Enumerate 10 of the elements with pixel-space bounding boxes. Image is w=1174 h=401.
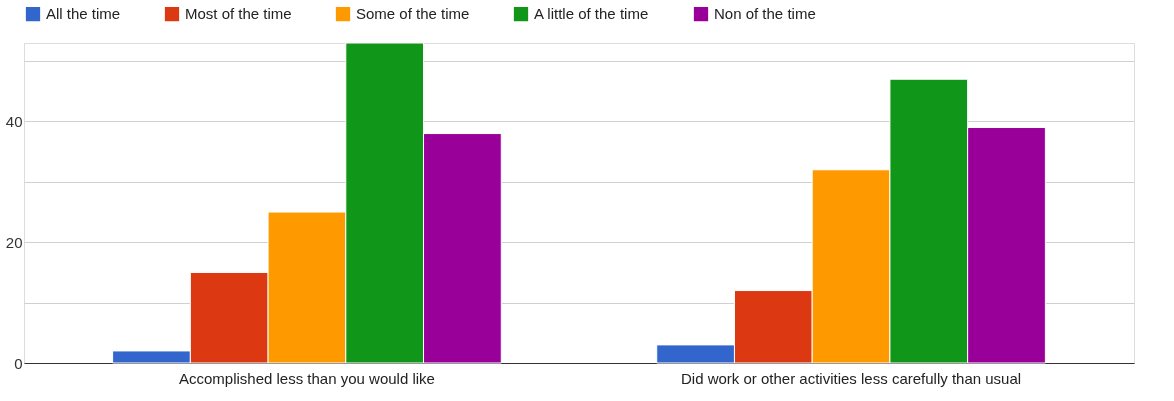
legend-label: A little of the time [534,5,649,23]
y-tick-label: 40 [5,112,23,130]
y-tick-label: 0 [14,354,23,372]
legend-label: Most of the time [185,5,292,23]
x-tick-label: Accomplished less than you would like [178,369,435,387]
y-tick-label: 20 [5,233,23,251]
legend-label: Some of the time [356,5,470,23]
legend-label: All the time [46,5,121,23]
x-tick-label: Did work or other activities less carefully than usual [680,369,1022,387]
legend-label: Non of the time [714,5,816,23]
